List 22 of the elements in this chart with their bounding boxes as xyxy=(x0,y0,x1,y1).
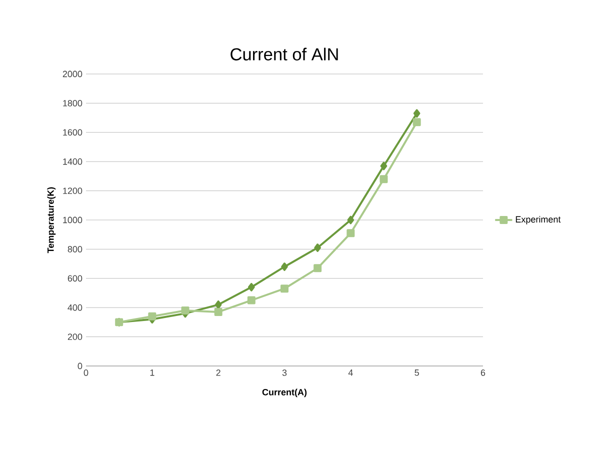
legend-label: Experiment xyxy=(516,216,561,224)
x-tick-label: 5 xyxy=(414,370,419,376)
y-tick-label: 1800 xyxy=(63,100,82,106)
x-tick-label: 4 xyxy=(348,370,353,376)
y-tick-label: 2000 xyxy=(62,70,82,78)
y-tick-label: 1000 xyxy=(63,216,82,224)
x-tick-label: 0 xyxy=(84,370,88,376)
chart-title: Current of AlN xyxy=(230,48,338,60)
x-tick-label: 6 xyxy=(480,370,486,376)
x-tick-label: 1 xyxy=(150,370,154,376)
x-tick-label: 3 xyxy=(282,370,287,376)
y-tick-label: 200 xyxy=(68,334,82,340)
y-tick-label: 0 xyxy=(78,362,82,370)
y-axis-title: Temperature(K) xyxy=(47,187,56,254)
y-tick-label: 800 xyxy=(68,246,82,252)
x-tick-label: 2 xyxy=(216,370,220,376)
x-axis-title: Current(A) xyxy=(262,388,307,398)
y-tick-label: 400 xyxy=(68,304,82,311)
y-tick-label: 1400 xyxy=(63,158,82,165)
y-tick-label: 1200 xyxy=(63,188,82,194)
y-tick-label: 1600 xyxy=(63,129,82,136)
y-tick-label: 600 xyxy=(68,275,82,282)
